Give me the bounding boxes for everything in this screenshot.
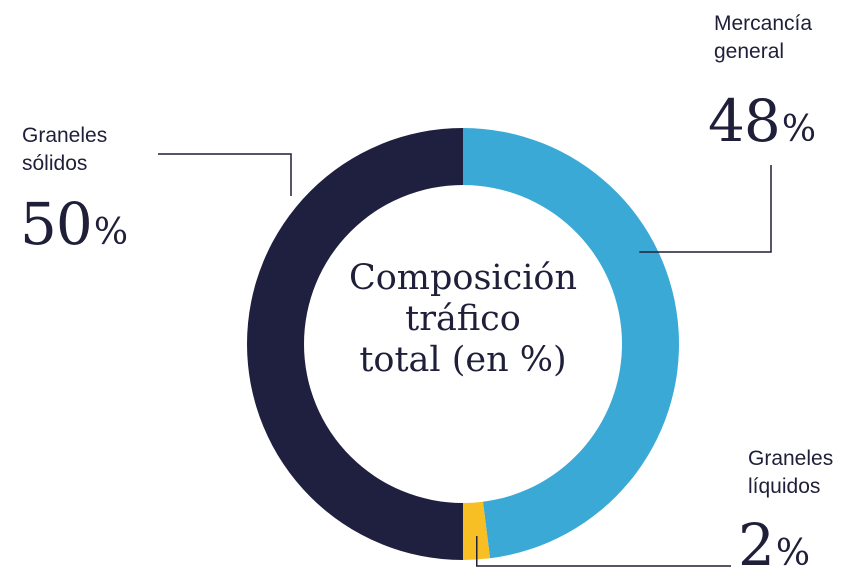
category-label-line: Mercancía: [714, 12, 813, 35]
chart-title-line-3: total (en %): [359, 340, 567, 380]
value-number: 2: [738, 511, 775, 579]
category-label-graneles-liquidos: Graneles líquidos: [748, 445, 833, 501]
percent-sign: %: [775, 533, 811, 574]
value-label-graneles-solidos: 50%: [20, 195, 128, 253]
leader-line-graneles-solidos: [158, 153, 292, 196]
category-label-mercancia-general: Mercancía general: [714, 10, 812, 66]
category-label-graneles-solidos: Graneles sólidos: [22, 122, 107, 178]
category-label-line: Graneles: [748, 447, 834, 470]
value-label-mercancia-general: 48%: [708, 92, 816, 150]
value-label-graneles-liquidos: 2%: [738, 516, 810, 574]
category-label-line: líquidos: [748, 475, 821, 498]
category-label-line: general: [714, 40, 785, 63]
leader-lines: [158, 153, 772, 567]
percent-sign: %: [93, 212, 129, 253]
chart-title-line-1: Composición: [348, 258, 578, 298]
slice-mercancia-general: [463, 128, 679, 559]
chart-title-line-2: tráfico: [405, 299, 521, 339]
slice-graneles-liquidos: [463, 501, 491, 560]
donut-slices: [247, 128, 679, 560]
leader-line-mercancia-general: [639, 165, 772, 253]
value-number: 48: [708, 87, 781, 155]
category-label-line: sólidos: [22, 152, 88, 175]
value-number: 50: [20, 190, 93, 258]
percent-sign: %: [781, 109, 817, 150]
chart-title: Composición tráfico total (en %): [300, 258, 626, 381]
leader-line-graneles-liquidos: [476, 536, 731, 567]
category-label-line: Graneles: [22, 124, 108, 147]
slice-graneles-solidos: [247, 128, 463, 560]
